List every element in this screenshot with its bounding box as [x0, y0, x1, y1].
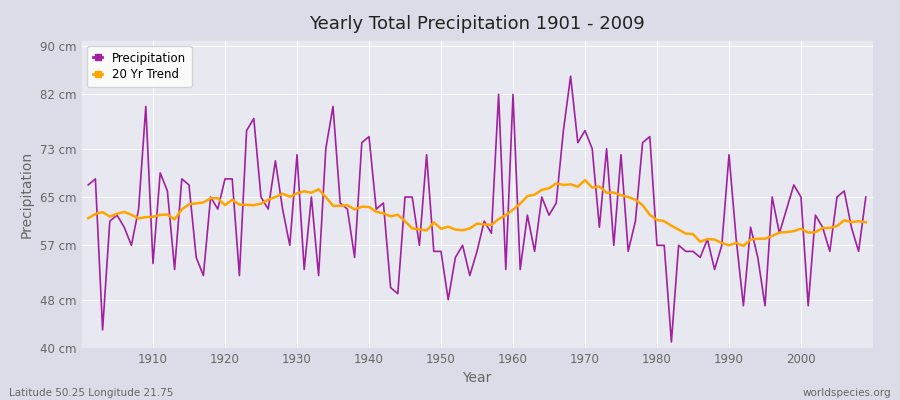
Line: 20 Yr Trend: 20 Yr Trend	[88, 180, 866, 246]
Precipitation	[508, 92, 518, 97]
Y-axis label: Precipitation: Precipitation	[20, 150, 34, 238]
20 Yr Trend	[299, 189, 310, 194]
Precipitation	[83, 182, 94, 187]
Text: Latitude 50.25 Longitude 21.75: Latitude 50.25 Longitude 21.75	[9, 388, 174, 398]
Precipitation	[500, 267, 511, 272]
Line: Precipitation: Precipitation	[88, 76, 866, 342]
Legend: Precipitation, 20 Yr Trend: Precipitation, 20 Yr Trend	[87, 46, 192, 87]
Text: worldspecies.org: worldspecies.org	[803, 388, 891, 398]
Precipitation	[140, 104, 151, 109]
20 Yr Trend	[738, 244, 749, 248]
Precipitation	[299, 267, 310, 272]
20 Yr Trend	[500, 213, 511, 218]
Title: Yearly Total Precipitation 1901 - 2009: Yearly Total Precipitation 1901 - 2009	[309, 15, 645, 33]
20 Yr Trend	[140, 215, 151, 220]
20 Yr Trend	[860, 220, 871, 225]
Precipitation	[565, 74, 576, 79]
Precipitation	[860, 195, 871, 200]
Precipitation	[666, 340, 677, 344]
20 Yr Trend	[508, 207, 518, 212]
Precipitation	[342, 207, 353, 212]
20 Yr Trend	[601, 190, 612, 195]
20 Yr Trend	[83, 216, 94, 220]
Precipitation	[601, 146, 612, 151]
X-axis label: Year: Year	[463, 372, 491, 386]
20 Yr Trend	[342, 203, 353, 208]
20 Yr Trend	[580, 178, 590, 182]
